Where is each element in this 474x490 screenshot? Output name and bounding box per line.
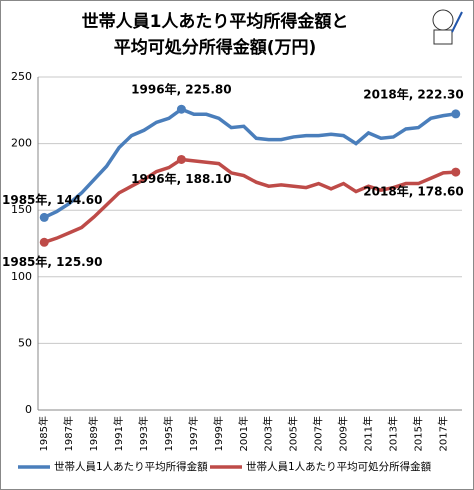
y-tick-label: 150 (11, 203, 32, 216)
chart-title: 世帯人員1人あたり平均所得金額と (82, 11, 349, 32)
y-tick-label: 100 (11, 270, 32, 283)
x-tick-label: 2001年 (237, 416, 250, 451)
x-tick-label: 1993年 (137, 416, 150, 451)
data-point (39, 212, 49, 222)
y-tick-label: 50 (18, 336, 32, 349)
data-point (39, 237, 49, 247)
series-line (43, 157, 456, 244)
data-label: 1985年, 125.90 (2, 254, 102, 269)
data-point (176, 154, 186, 164)
x-tick-label: 2011年 (361, 416, 374, 451)
data-label: 1996年, 188.10 (131, 171, 231, 186)
data-label: 2018年, 178.60 (363, 184, 463, 199)
x-tick-label: 2007年 (312, 416, 325, 451)
data-label: 1996年, 225.80 (131, 82, 231, 97)
data-label: 2018年, 222.30 (363, 86, 463, 101)
x-tick-label: 2015年 (411, 416, 424, 451)
x-tick-label: 2017年 (436, 416, 449, 451)
legend-label: 世帯人員1人あたり平均所得金額 (54, 460, 208, 473)
mascot (432, 9, 463, 45)
y-tick-label: 250 (11, 70, 32, 83)
x-tick-label: 1987年 (62, 416, 75, 451)
chart-title: 平均可処分所得金額(万円) (114, 37, 317, 58)
data-point (176, 104, 186, 114)
x-tick-label: 2005年 (287, 416, 300, 451)
y-tick-label: 200 (11, 137, 32, 150)
x-tick-label: 2013年 (386, 416, 399, 451)
x-tick-label: 1989年 (87, 416, 100, 451)
y-tick-label: 0 (25, 403, 32, 416)
x-tick-label: 1991年 (112, 416, 125, 451)
legend-label: 世帯人員1人あたり平均可処分所得金額 (246, 460, 432, 473)
x-tick-label: 1985年 (37, 416, 50, 451)
x-tick-label: 1997年 (187, 416, 200, 451)
data-point (451, 167, 461, 177)
data-label: 1985年, 144.60 (2, 192, 102, 207)
data-point (451, 109, 461, 119)
series-line (43, 107, 457, 219)
x-tick-label: 1999年 (212, 416, 225, 451)
x-tick-label: 2003年 (262, 416, 275, 451)
x-tick-label: 1995年 (162, 416, 175, 451)
x-tick-label: 2009年 (337, 416, 350, 451)
